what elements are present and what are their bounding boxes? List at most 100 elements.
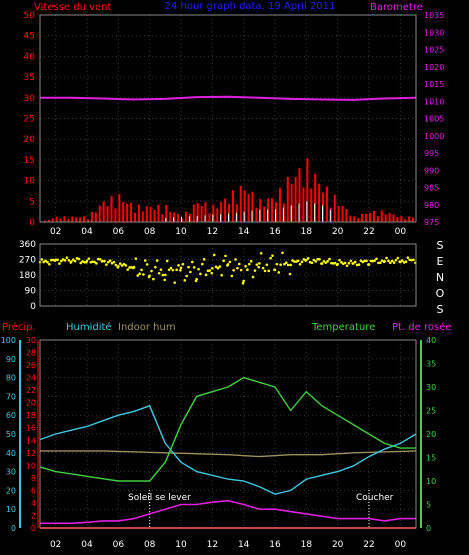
temp-y-tick-label: 35 [426,360,436,369]
baro-y-tick-label: 1005 [424,115,444,124]
wind-bar [126,203,129,222]
gust-bar [329,209,331,222]
direction-point [117,265,120,268]
direction-point [305,258,308,262]
direction-point [241,281,245,285]
dir-y-tick-label: 180 [19,271,36,281]
wind-bar [290,183,293,222]
chart-title: 24 hour graph data, 19 April 2011 [165,1,336,12]
direction-point [171,268,175,272]
wind-y-tick-label: 50 [24,11,36,21]
dir-y-tick-label: 90 [25,287,37,297]
direction-point [77,257,81,261]
wind-bar [345,208,348,222]
direction-point [387,259,390,263]
wind-bar [306,158,309,222]
direction-point [222,259,225,263]
wind-bar [212,204,215,222]
direction-point [101,259,104,263]
gust-bar [251,210,253,222]
wind-bar [365,214,368,222]
wind-bar [83,216,86,222]
wind-bar [43,220,46,222]
wind-bar [137,204,140,222]
direction-point [237,262,241,266]
direction-point [98,258,102,261]
direction-point [400,259,404,262]
direction-point [293,260,296,263]
temp-y-tick-label: 10 [426,477,436,486]
baro-y-tick-label: 1010 [424,97,444,106]
wind-bar [208,213,211,222]
direction-letters: S E N O S [436,239,445,316]
wind-x-tick-label: 20 [332,227,344,237]
wind-bar [106,206,109,222]
wind-bar [318,183,321,222]
direction-letter-e: E [437,255,444,268]
direction-point [167,268,171,272]
direction-point [138,272,141,276]
direction-point [261,266,265,270]
direction-point [163,278,167,282]
gust-bar [314,203,316,222]
humidity-y-tick-label: 100 [1,336,16,345]
direction-point [70,260,73,263]
wind-bar [47,219,50,222]
wind-bar [59,218,62,222]
direction-letter-o: O [436,287,445,300]
temp-y-tick-label: 20 [426,430,436,439]
direction-point [169,266,173,270]
wind-bar [372,210,375,222]
gust-bar [275,209,276,222]
direction-point [281,251,284,255]
direction-point [54,258,57,262]
direction-point [244,264,247,268]
wind-bar [90,211,93,222]
direction-point [60,259,63,263]
direction-point [399,260,402,264]
direction-point [265,263,269,267]
indoor-hum-label: Indoor hum [118,322,176,333]
direction-point [190,260,194,264]
direction-point [352,262,355,265]
gust-bar [196,215,198,222]
humidity-y-tick-label: 30 [6,468,16,477]
wind-bar [337,206,340,222]
wind-y-tick-label: 0 [29,218,35,228]
temp-y-tick-label: 5 [426,501,431,510]
wind-bar [380,210,383,222]
direction-point [195,277,198,281]
direction-point [181,262,185,266]
direction-point [142,273,145,276]
wind-bar [286,176,289,222]
direction-point [83,260,86,264]
direction-point [175,268,178,272]
direction-point [107,260,110,264]
direction-point [228,260,232,264]
direction-point [234,258,237,261]
sunset-label: Coucher [356,493,394,503]
direction-point [224,254,227,258]
wind-x-tick-label: 16 [269,227,281,237]
wind-bar [153,209,156,222]
direction-point [316,257,319,261]
panel-humidity-frame [39,339,417,529]
baro-y-tick-label: 1000 [424,132,444,141]
direction-point [179,269,182,272]
indoor-humidity-line [40,450,417,458]
temp-y-tick-label: 25 [426,407,436,416]
direction-point [134,257,138,260]
direction-point [120,264,124,267]
precip-y-tick-label: 4 [31,499,36,508]
hum-x-tick-label: 14 [238,540,250,550]
precip-y-tick-label: 22 [26,386,36,395]
baro-y-tick-label: 990 [424,166,439,175]
direction-point [338,258,341,262]
direction-point [46,260,49,264]
direction-point [216,266,220,270]
direction-point [226,263,230,266]
direction-point [202,258,206,261]
wind-bar [388,212,391,222]
